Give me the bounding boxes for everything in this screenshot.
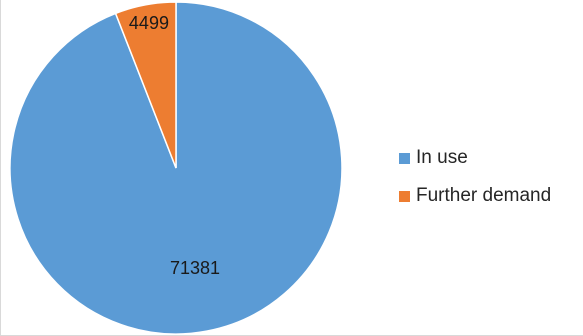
legend: In use Further demand (399, 146, 551, 222)
pie-slice-further-demand (114, 1, 177, 169)
data-label-in-use: 71381 (170, 258, 220, 278)
legend-item-further-demand: Further demand (399, 184, 551, 208)
legend-item-in-use: In use (399, 146, 551, 170)
legend-label-in-use: In use (416, 147, 468, 168)
legend-swatch-further-demand (399, 190, 410, 202)
legend-swatch-in-use (399, 152, 410, 164)
data-label-further-demand: 4499 (129, 13, 169, 33)
legend-label-further-demand: Further demand (416, 185, 552, 206)
